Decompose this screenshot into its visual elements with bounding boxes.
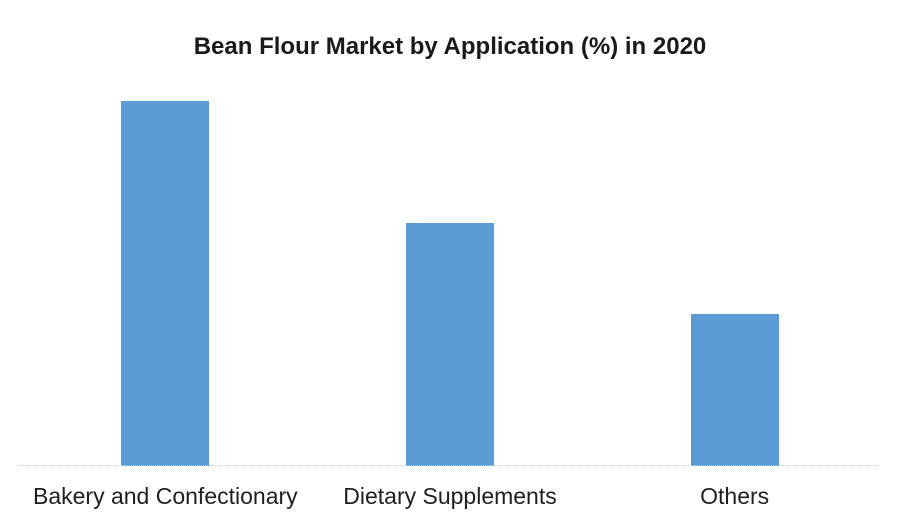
bar-slot-dietary-supplements	[308, 86, 593, 466]
chart-title: Bean Flour Market by Application (%) in …	[193, 33, 707, 60]
bar-slot-others	[592, 86, 877, 466]
bar-dietary-supplements	[406, 222, 494, 466]
bar-slot-bakery-and-confectionary	[23, 86, 308, 466]
category-label-dietary-supplements: Dietary Supplements	[343, 483, 557, 509]
bar-others	[690, 314, 779, 466]
x-axis-labels: Bakery and Confectionary Dietary Suppleme…	[23, 483, 877, 510]
bar-bakery-and-confectionary	[121, 101, 210, 466]
category-label-others: Others	[700, 483, 770, 509]
category-label-bakery-and-confectionary: Bakery and Confectionary	[33, 483, 298, 509]
plot-area	[23, 86, 877, 466]
x-axis-line	[18, 465, 878, 466]
